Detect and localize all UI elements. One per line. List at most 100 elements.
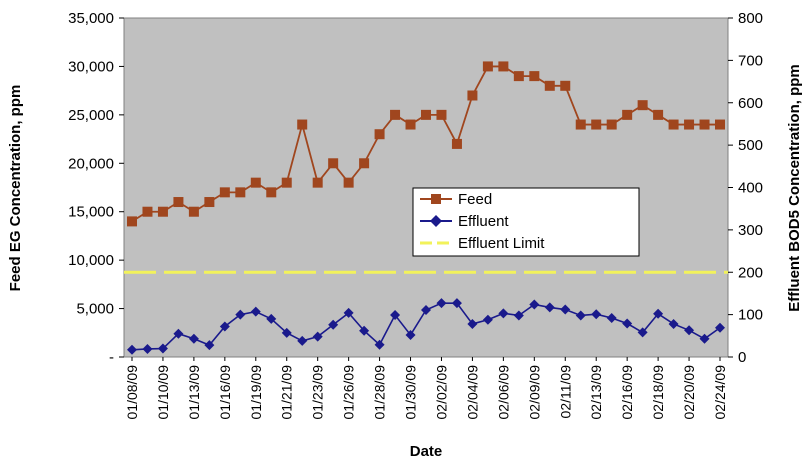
legend-effluent-label: Effluent (458, 213, 509, 230)
x-tick-label: 02/16/09 (619, 365, 635, 420)
effluent-point (142, 343, 153, 354)
feed-point (622, 109, 633, 120)
effluent-point (513, 310, 524, 321)
feed-point (436, 109, 447, 120)
effluent-point (699, 333, 710, 344)
effluent-point (668, 318, 679, 329)
effluent-point (188, 333, 199, 344)
feed-point (467, 90, 478, 101)
effluent-point (606, 313, 617, 324)
feed-point (219, 187, 230, 198)
feed-point (188, 206, 199, 217)
effluent-point (544, 302, 555, 313)
x-tick-label: 01/16/09 (217, 365, 233, 420)
effluent-point (173, 328, 184, 339)
right-axis-ticks: 0 100 200 300 400 500 600 700 800 (728, 10, 763, 366)
effluent-point (235, 309, 246, 320)
left-tick-label: 35,000 (68, 10, 114, 27)
right-axis-title: Effluent BOD5 Concentration, ppm (786, 64, 803, 312)
x-tick-label: 02/20/09 (681, 365, 697, 420)
feed-point (606, 119, 617, 130)
effluent-point (328, 319, 339, 330)
feed-point (529, 71, 540, 82)
x-tick-label: 02/18/09 (650, 365, 666, 420)
right-tick-label: 300 (738, 222, 763, 239)
effluent-point (591, 309, 602, 320)
effluent-point (715, 322, 725, 333)
x-tick-label: 01/30/09 (403, 365, 419, 420)
effluent-point (127, 344, 137, 355)
feed-point (684, 119, 695, 130)
right-tick-label: 100 (738, 307, 763, 324)
feed-point (204, 197, 215, 208)
left-tick-label: 20,000 (68, 155, 114, 172)
left-tick-label: 5,000 (76, 301, 114, 318)
x-tick-label: 02/11/09 (557, 365, 573, 419)
effluent-point (436, 298, 447, 309)
feed-point (312, 177, 323, 188)
effluent-point (482, 314, 493, 325)
effluent-point (684, 325, 695, 336)
x-tick-label: 02/02/09 (433, 365, 449, 420)
effluent-point (219, 321, 230, 332)
feed-point (328, 158, 339, 169)
feed-point (281, 177, 292, 188)
effluent-point (343, 307, 354, 318)
feed-point (637, 100, 648, 111)
x-tick-label: 02/04/09 (464, 365, 480, 420)
x-axis-ticks: 01/08/09 01/10/09 01/13/09 01/16/09 01/19/09… (124, 357, 728, 420)
feed-point (699, 119, 710, 130)
feed-point (653, 109, 664, 120)
feed-point (575, 119, 586, 130)
effluent-point (467, 318, 478, 329)
effluent-point (297, 335, 308, 346)
legend-feed-marker (431, 194, 441, 204)
x-tick-label: 01/08/09 (124, 365, 140, 420)
left-tick-label: 30,000 (68, 58, 114, 75)
right-tick-label: 400 (738, 180, 763, 197)
effluent-point (653, 308, 664, 319)
feed-point (513, 71, 524, 82)
effluent-point (560, 304, 571, 315)
effluent-point (498, 308, 509, 319)
effluent-point (359, 325, 370, 336)
left-tick-label: - (109, 349, 114, 366)
feed-point (142, 206, 153, 217)
feed-point (297, 119, 308, 130)
x-tick-label: 01/26/09 (341, 365, 357, 420)
x-tick-label: 01/28/09 (372, 365, 388, 420)
effluent-point (312, 331, 323, 342)
feed-point (482, 61, 493, 72)
x-tick-label: 01/19/09 (248, 365, 264, 420)
x-tick-label: 02/13/09 (588, 365, 604, 420)
legend-limit-label: Effluent Limit (458, 235, 545, 252)
x-axis-title: Date (410, 443, 443, 460)
feed-point (668, 119, 679, 130)
feed-point (173, 197, 184, 208)
right-tick-label: 200 (738, 264, 763, 281)
effluent-point (266, 313, 277, 324)
feed-point (157, 206, 168, 217)
feed-point (560, 80, 571, 91)
effluent-point (157, 343, 168, 354)
feed-point (250, 177, 261, 188)
x-tick-label: 01/10/09 (155, 365, 171, 420)
feed-point (343, 177, 354, 188)
x-tick-label: 01/23/09 (310, 365, 326, 420)
effluent-point (390, 310, 401, 321)
right-tick-label: 700 (738, 52, 763, 69)
feed-point (591, 119, 602, 130)
effluent-point (204, 340, 215, 351)
x-tick-label: 02/24/09 (712, 365, 728, 420)
feed-point (235, 187, 246, 198)
right-tick-label: 0 (738, 349, 746, 366)
x-tick-label: 02/09/09 (526, 365, 542, 420)
right-tick-label: 800 (738, 10, 763, 27)
feed-point (405, 119, 416, 130)
x-tick-label: 02/06/09 (495, 365, 511, 420)
effluent-point (451, 298, 462, 309)
effluent-point (421, 304, 431, 315)
effluent-point (575, 310, 586, 321)
effluent-point (281, 327, 292, 338)
left-axis-ticks: - 5,000 10,000 15,000 20,000 25,000 30,000 35,0… (68, 10, 124, 366)
